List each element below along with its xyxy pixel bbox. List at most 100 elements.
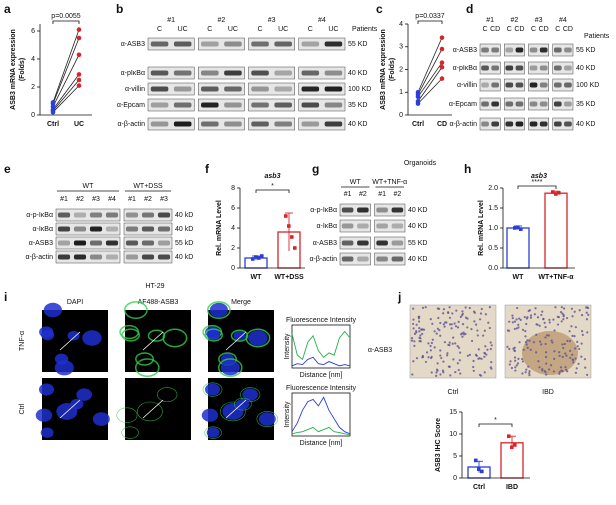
nucleus	[548, 368, 551, 371]
nucleus	[482, 334, 485, 337]
band	[539, 101, 548, 107]
size-label: 55 KD	[576, 47, 595, 54]
nucleus	[574, 357, 577, 360]
y-tick-label: 15	[449, 409, 457, 416]
blot-strip	[198, 82, 245, 96]
nucleus	[451, 312, 454, 315]
scan-line	[225, 399, 247, 419]
point	[477, 467, 481, 471]
nucleus	[488, 326, 491, 330]
nucleus	[443, 341, 447, 344]
band	[274, 41, 292, 47]
blot-strip	[339, 203, 371, 217]
nucleus	[459, 372, 462, 375]
nucleus	[571, 334, 574, 337]
nucleus	[472, 369, 475, 372]
nucleus	[556, 323, 560, 326]
nucleus	[514, 366, 517, 369]
asb3-signal	[230, 329, 249, 342]
size-label: 100 KD	[348, 86, 371, 93]
pair-line	[417, 37, 443, 93]
lane-label: C	[531, 26, 536, 33]
plot-frame	[291, 392, 351, 437]
scan-line	[142, 331, 164, 351]
band	[491, 65, 500, 71]
x-tick-label: Ctrl	[473, 484, 485, 491]
size-label: 55 kD	[175, 240, 193, 247]
nucleus	[586, 373, 589, 376]
nucleus	[580, 313, 584, 317]
blot-strip	[374, 252, 406, 266]
point	[293, 246, 297, 250]
nucleus	[541, 310, 544, 313]
nucleus	[527, 365, 530, 368]
band	[157, 212, 171, 218]
pair-line	[52, 79, 80, 112]
channel-label: Merge	[231, 299, 251, 306]
lane-label: C	[258, 26, 263, 33]
nucleus	[236, 398, 250, 410]
nucleus	[466, 317, 469, 320]
band	[150, 121, 169, 127]
x-tick-label: WT	[513, 274, 525, 281]
nucleus	[454, 325, 458, 328]
point	[76, 83, 82, 88]
nucleus	[450, 323, 453, 326]
nucleus	[461, 310, 464, 313]
nucleus	[484, 313, 487, 316]
size-label: 40 kD	[175, 226, 193, 233]
band	[491, 47, 500, 53]
band	[357, 207, 369, 213]
size-label: 40 KD	[348, 70, 367, 77]
nucleus	[538, 366, 541, 369]
point	[76, 77, 82, 83]
nucleus	[490, 361, 493, 364]
nucleus	[442, 360, 445, 363]
nucleus	[435, 332, 438, 335]
nucleus	[442, 312, 445, 315]
bar	[506, 227, 530, 269]
nucleus	[453, 322, 456, 325]
band	[324, 102, 343, 108]
point	[510, 445, 514, 449]
nucleus	[562, 318, 565, 321]
point	[516, 225, 520, 229]
asb3-signal	[123, 301, 148, 320]
asb3-signal	[217, 358, 243, 378]
nucleus	[464, 306, 467, 309]
nucleus	[521, 360, 525, 363]
asb3-signal	[134, 358, 160, 378]
nucleus	[543, 321, 546, 324]
blot-strip	[248, 98, 295, 112]
blot-strip	[198, 117, 245, 131]
nucleus	[458, 351, 462, 354]
nucleus	[433, 346, 436, 349]
band	[481, 82, 489, 88]
nucleus	[553, 357, 556, 360]
nucleus	[543, 369, 546, 373]
blot-strip	[528, 97, 549, 111]
asb3-signal	[220, 401, 246, 422]
nucleus	[544, 342, 547, 346]
nucleus	[508, 347, 511, 351]
y-axis-label: Rel. mRNA Level	[478, 200, 485, 256]
nucleus	[412, 318, 415, 321]
blot-header: WT+TNF-α	[372, 179, 407, 186]
nucleus	[472, 365, 475, 369]
asb3-signal	[204, 426, 222, 439]
x-tick-label: CD	[437, 121, 447, 128]
nucleus	[541, 369, 544, 372]
band	[224, 121, 242, 127]
band	[324, 41, 343, 47]
blot-header: #3	[268, 17, 276, 24]
nucleus	[466, 326, 469, 329]
nucleus	[545, 334, 549, 337]
nucleus	[545, 373, 548, 376]
nucleus	[521, 357, 524, 361]
nucleus	[517, 326, 520, 329]
blot-header: #4	[318, 17, 326, 24]
y-axis-label: Intensity	[284, 401, 291, 428]
nucleus	[424, 306, 427, 309]
nucleus	[92, 412, 110, 426]
point	[284, 214, 288, 218]
